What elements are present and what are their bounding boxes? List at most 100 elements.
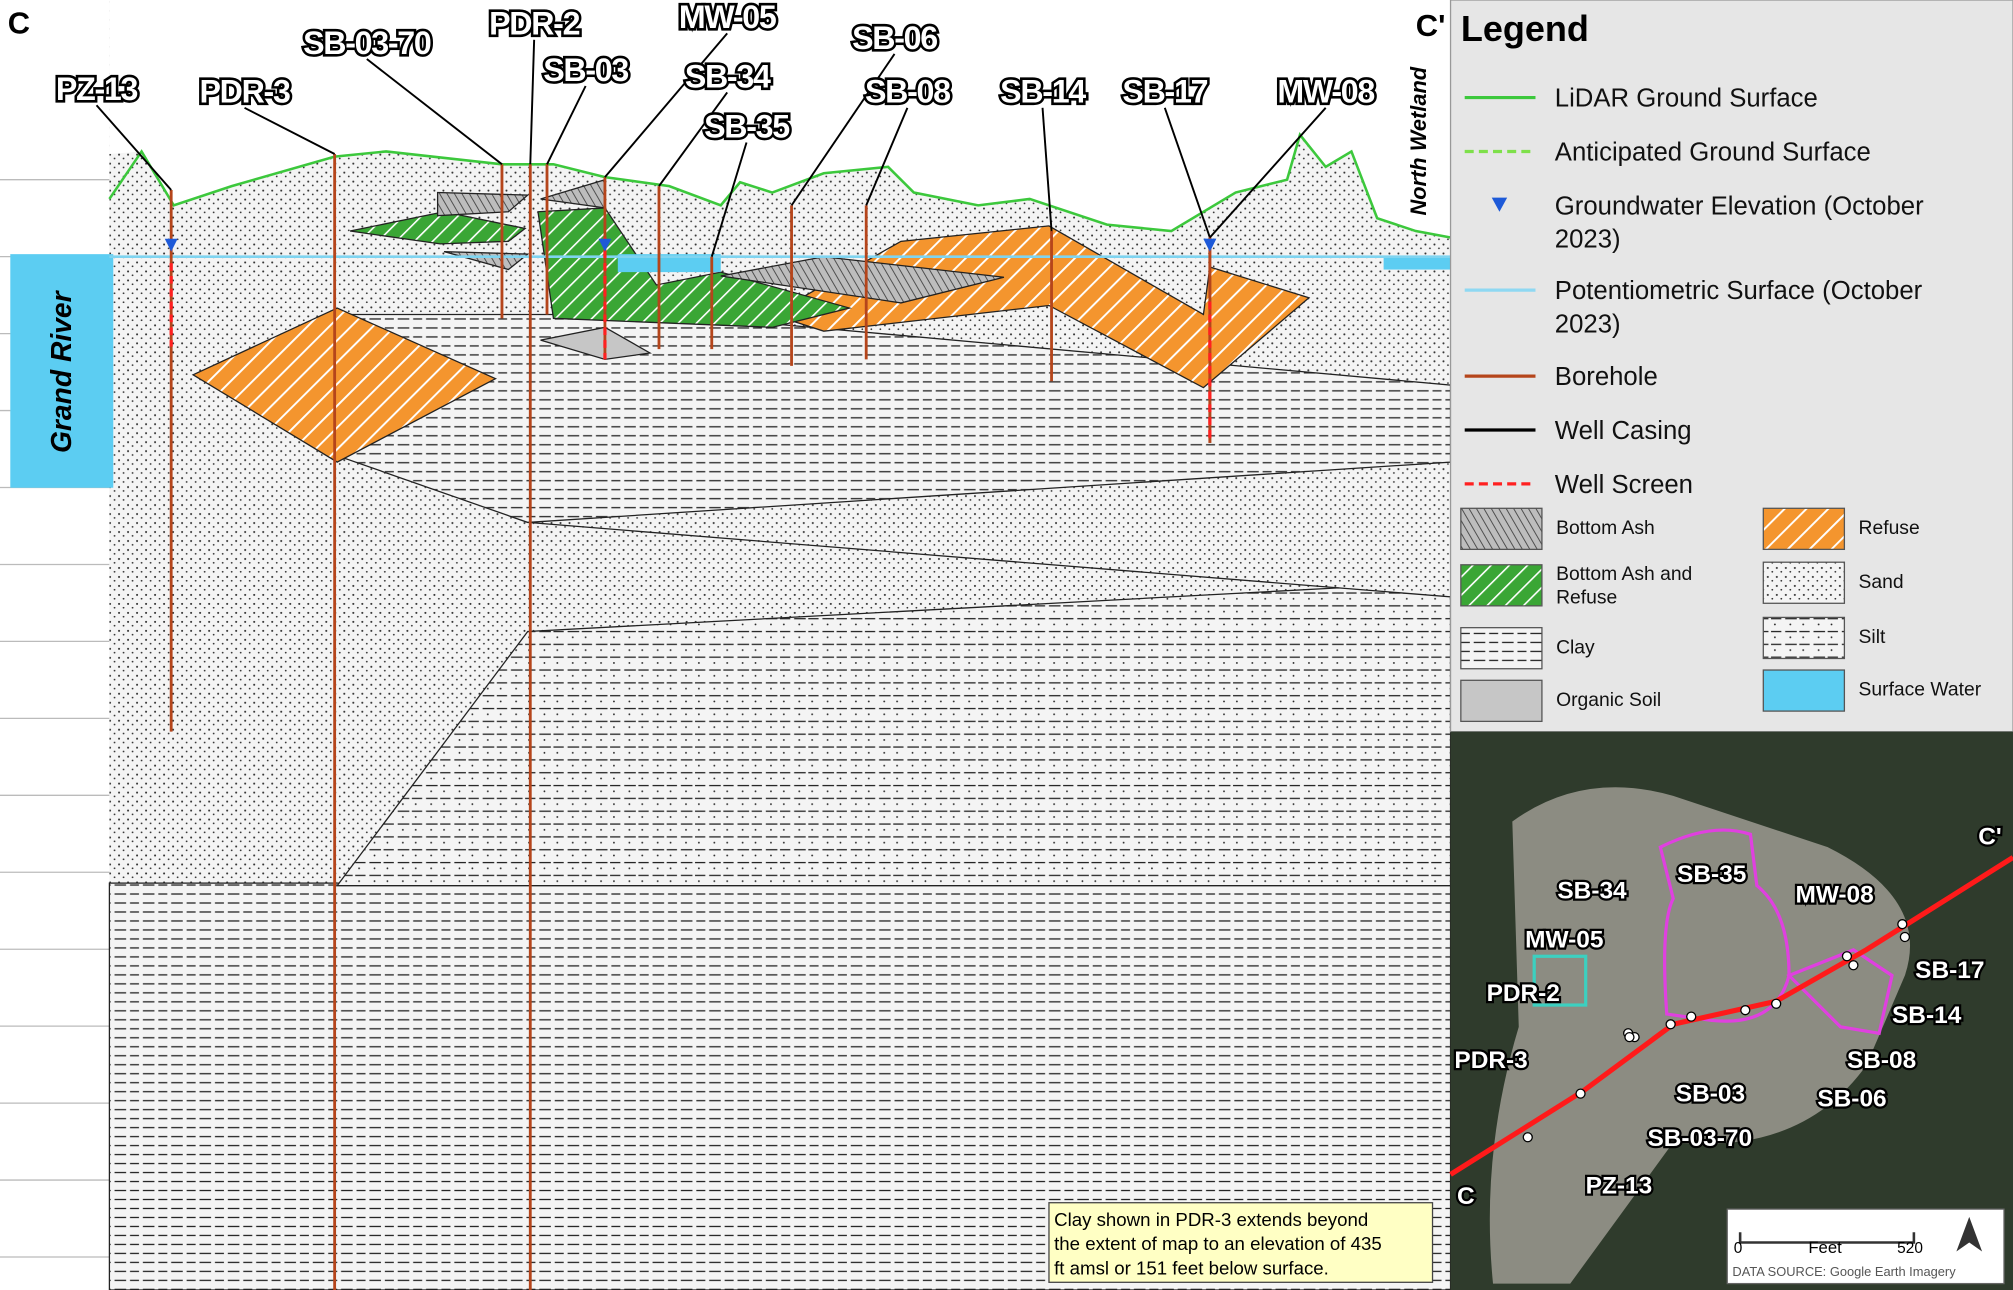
map-point [1686,1011,1697,1022]
map-point [1897,919,1908,930]
legend-label: Well Screen [1555,471,1693,499]
borehole-label: MW-05 [679,0,776,35]
legend-label: Refuse [1859,518,1920,539]
map-point [1665,1019,1676,1030]
groundwater-marker [1203,238,1217,252]
borehole-label: SB-03-70 [303,25,431,61]
map-start: C [1457,1183,1475,1210]
site-area [1489,787,1911,1284]
legend-swatch [1460,564,1543,607]
leader [1163,107,1211,238]
map-label: SB-06 [1817,1085,1886,1112]
contact [527,521,1339,589]
refuse [191,307,497,463]
legend-label: Bottom Ash [1556,518,1655,539]
map-point [1522,1132,1533,1143]
legend-label: Borehole [1555,363,1658,391]
legend-label: 2023) [1555,226,1621,254]
legend-label: Groundwater Elevation (October [1555,192,1924,220]
leader [95,104,172,191]
legend-swatch [1460,507,1543,551]
scale-start: 0 [1734,1240,1743,1257]
map-label: PDR-2 [1487,980,1560,1007]
map-point [1848,960,1859,971]
legend-swatch [1460,679,1543,723]
legend-symbol [1491,197,1508,212]
legend-swatch [1762,616,1846,660]
legend-label: Organic Soil [1556,690,1661,711]
scale-bar [1738,1232,1916,1244]
map-label: SB-17 [1915,957,1984,984]
borehole-label: SB-17 [1122,74,1207,110]
borehole-label: SB-03 [543,52,628,88]
legend-swatch [1460,627,1543,670]
section-end: C' [1416,8,1446,43]
data-source: DATA SOURCE: Google Earth Imagery [1732,1264,1956,1279]
bottom-ash-refuse [537,207,852,328]
surface-water [617,254,721,273]
map-point [1771,998,1782,1009]
leader [1041,107,1053,232]
borehole-label: PDR-2 [489,6,580,42]
legend-label: Clay [1556,637,1595,658]
air [109,0,1451,238]
map-label: SB-08 [1847,1047,1916,1074]
legend-label: Surface Water [1859,680,1982,701]
legend-label: Silt [1859,627,1886,648]
leader [546,85,587,165]
borehole-label: PZ-13 [56,71,138,107]
note-box [1048,1202,1434,1283]
leader [529,39,536,165]
leader [366,58,503,166]
leader [865,107,909,206]
legend-label: Anticipated Ground Surface [1555,138,1871,166]
legend-label: LiDAR Ground Surface [1555,85,1818,113]
borehole-label: SB-06 [852,20,937,56]
borehole-label: MW-08 [1277,74,1374,110]
legend-title: Legend [1461,8,1589,49]
legend-swatch [1762,507,1846,551]
legend-label: Well Casing [1555,417,1692,445]
map-end: C' [1978,824,2001,851]
scale-box [1726,1208,2005,1285]
map-label: MW-08 [1795,881,1873,908]
note-text: ft amsl or 151 feet below surface. [1054,1258,1329,1279]
legend-panel [1449,0,2013,733]
surface-water [10,254,114,488]
north-arrow [1956,1216,1983,1252]
map-point [1624,1032,1635,1043]
map-label: PDR-3 [1454,1047,1527,1074]
boundary [1532,954,1588,1007]
borehole-label: SB-34 [685,58,771,94]
legend-swatch [1762,561,1846,604]
groundwater-marker [598,238,612,252]
river-label: Grand River [45,289,77,453]
map-label: SB-03-70 [1647,1125,1752,1152]
map-point [1899,931,1911,943]
bottom-ash-refuse [349,211,527,245]
leader [710,142,748,257]
borehole-label: SB-14 [1000,74,1086,110]
section-start: C [8,5,30,40]
note-text: the extent of map to an elevation of 435 [1054,1233,1382,1254]
map-label: MW-05 [1525,926,1603,953]
leader [1209,107,1327,239]
north-label: North Wetland [1406,66,1431,215]
scale-unit: Feet [1808,1238,1842,1257]
borehole-label: SB-35 [704,108,789,144]
map-label: SB-14 [1892,1002,1962,1029]
surface-water [1383,256,1451,270]
borehole-label: SB-08 [865,74,950,110]
legend-swatch [1762,669,1846,712]
map-label: SB-03 [1676,1080,1745,1107]
legend-label: Bottom Ash and [1556,564,1692,585]
leader [244,106,336,155]
lidar-ground-surface [108,132,1451,239]
legend-label: Refuse [1556,587,1617,608]
section-line [1449,855,2013,1177]
leader [790,53,896,206]
silt-lower [335,587,1452,887]
legend-label: Sand [1859,572,1904,593]
organic-soil [540,326,652,361]
